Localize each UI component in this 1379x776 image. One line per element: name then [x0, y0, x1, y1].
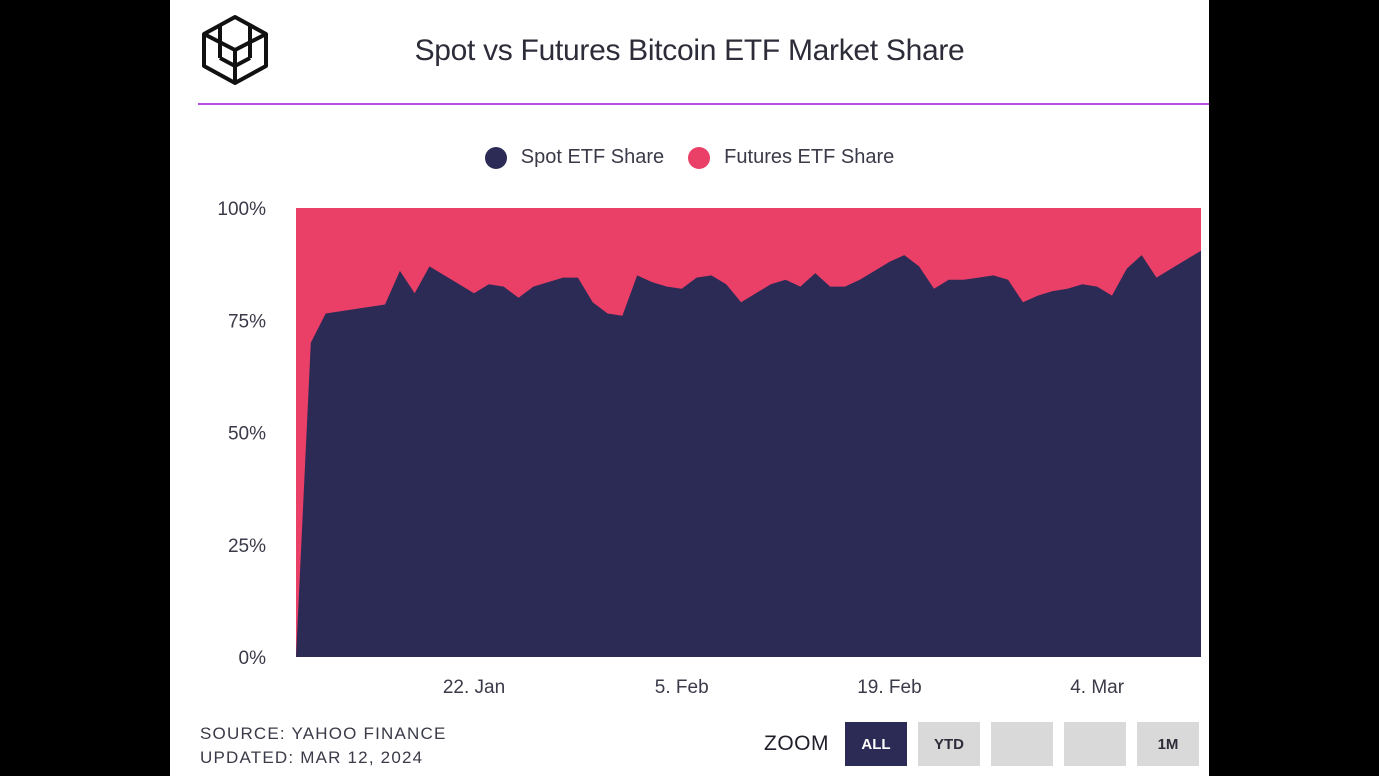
legend-label-spot: Spot ETF Share — [520, 146, 665, 168]
chart-title: Spot vs Futures Bitcoin ETF Market Share — [414, 34, 965, 67]
y-tick-label-100pct: 100% — [217, 199, 266, 220]
zoom-all-button[interactable]: ALL — [845, 722, 907, 766]
y-tick-label-0pct: 0% — [239, 648, 267, 669]
updated-text: UPDATED: MAR 12, 2024 — [200, 748, 424, 767]
zoom-label: ZOOM — [764, 732, 829, 755]
y-tick-label-75pct: 75% — [228, 311, 266, 332]
legend-label-futures: Futures ETF Share — [724, 146, 895, 168]
the-block-logo-icon — [202, 15, 268, 85]
y-tick-label-25pct: 25% — [228, 536, 266, 557]
legend-item-futures[interactable]: Futures ETF Share — [688, 146, 894, 169]
zoom-blank-button-1[interactable] — [991, 722, 1053, 766]
zoom-1m-button[interactable]: 1M — [1137, 722, 1199, 766]
title-divider — [198, 103, 1209, 105]
source-text: SOURCE: YAHOO FINANCE — [200, 724, 447, 743]
x-tick-label: 5. Feb — [655, 677, 709, 698]
zoom-ytd-button[interactable]: YTD — [918, 722, 980, 766]
chart-legend: Spot ETF Share Futures ETF Share — [170, 146, 1209, 169]
area-chart[interactable]: 0% 25% 50% 75% 100% 22. Jan 5. Feb 19. Feb 4. Ma… — [170, 190, 1209, 710]
legend-swatch-futures — [688, 146, 711, 169]
legend-item-spot[interactable]: Spot ETF Share — [484, 146, 665, 169]
chart-panel: Spot vs Futures Bitcoin ETF Market Share… — [170, 0, 1209, 776]
zoom-blank-button-2[interactable] — [1064, 722, 1126, 766]
x-tick-label: 19. Feb — [857, 677, 921, 698]
spot-share-area — [296, 250, 1201, 657]
x-tick-label: 22. Jan — [443, 677, 505, 698]
legend-swatch-spot — [484, 146, 507, 169]
zoom-controls: ZOOM ALL YTD 1M — [764, 722, 1210, 766]
source-info: SOURCE: YAHOO FINANCE UPDATED: MAR 12, 2… — [200, 722, 447, 770]
y-tick-label-50pct: 50% — [228, 424, 266, 445]
x-tick-label: 4. Mar — [1070, 677, 1125, 698]
